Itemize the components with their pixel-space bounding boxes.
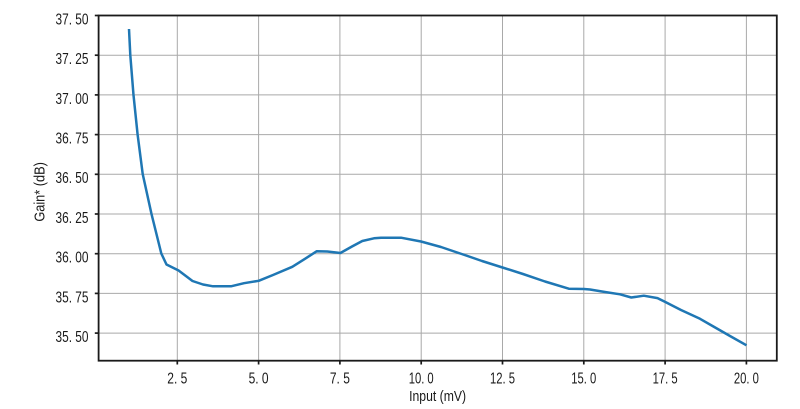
svg-text:Input (mV): Input (mV)	[409, 389, 466, 405]
svg-text:5. 0: 5. 0	[249, 371, 269, 388]
svg-text:Gain* (dB): Gain* (dB)	[33, 162, 49, 222]
svg-text:17. 5: 17. 5	[653, 371, 678, 388]
svg-text:35. 50: 35. 50	[56, 329, 89, 346]
svg-text:36. 00: 36. 00	[56, 250, 89, 267]
svg-text:36. 25: 36. 25	[56, 210, 89, 227]
svg-text:12. 5: 12. 5	[490, 371, 515, 388]
svg-text:36. 50: 36. 50	[56, 170, 89, 187]
svg-text:36. 75: 36. 75	[56, 131, 89, 148]
svg-text:20. 0: 20. 0	[734, 371, 759, 388]
svg-text:37. 50: 37. 50	[56, 11, 89, 28]
svg-text:2. 5: 2. 5	[167, 371, 187, 388]
svg-text:15. 0: 15. 0	[571, 371, 596, 388]
svg-text:37. 25: 37. 25	[56, 51, 89, 68]
svg-text:7. 5: 7. 5	[330, 371, 350, 388]
svg-text:10. 0: 10. 0	[409, 371, 434, 388]
svg-text:35. 75: 35. 75	[56, 289, 89, 306]
svg-text:37. 00: 37. 00	[56, 91, 89, 108]
